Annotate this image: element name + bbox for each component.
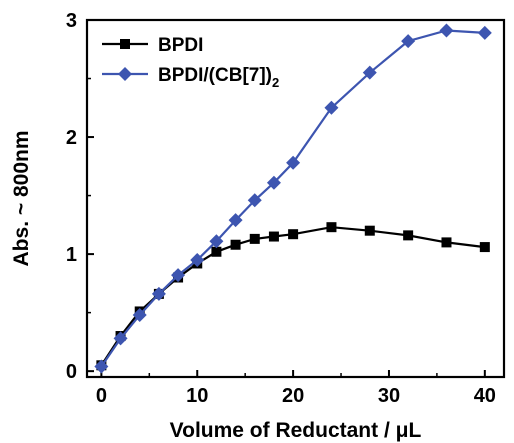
legend-label-bpdi: BPDI [158, 35, 203, 56]
legend-label-bpdi-cb7-subscript: 2 [272, 75, 279, 90]
data-point-series-0 [441, 237, 452, 248]
x-tick-label: 20 [282, 385, 304, 407]
data-point-series-0 [403, 230, 414, 241]
data-point-series-0 [249, 233, 260, 244]
series-line-0 [100, 226, 485, 366]
data-point-series-1 [171, 268, 186, 283]
data-point-series-1 [286, 155, 301, 170]
legend: BPDI BPDI/(CB[7])2 [102, 35, 279, 90]
data-point-series-1 [401, 34, 416, 49]
legend-label-bpdi-cb7-main: BPDI/(CB[7]) [158, 65, 272, 86]
y-tick-label: 1 [66, 244, 77, 266]
x-tick-label: 0 [96, 385, 107, 407]
y-axis-label: Abs. ~ 800nm [10, 131, 33, 267]
y-tick-label: 0 [66, 361, 77, 383]
series-line-1 [100, 29, 485, 368]
data-point-series-1 [228, 213, 243, 228]
legend-item-bpdi-cb7: BPDI/(CB[7])2 [102, 65, 279, 90]
plot-frame [85, 18, 506, 379]
data-point-series-1 [190, 252, 205, 267]
data-point-series-1 [247, 193, 262, 208]
legend-label-bpdi-cb7: BPDI/(CB[7])2 [158, 65, 279, 90]
x-tick-label: 10 [186, 385, 208, 407]
axis-ticks: 0 10 20 30 40 0 1 2 3 [66, 10, 496, 407]
y-tick-label: 3 [66, 10, 77, 32]
data-point-series-0 [211, 246, 222, 257]
x-axis-label: Volume of Reductant / μL [170, 419, 422, 442]
data-point-series-1 [132, 307, 147, 322]
data-point-series-0 [288, 229, 299, 240]
data-point-series-0 [326, 222, 337, 233]
data-point-series-0 [268, 231, 279, 242]
data-point-series-1 [113, 331, 128, 346]
x-tick-label: 30 [378, 385, 400, 407]
data-point-series-1 [94, 359, 109, 374]
legend-marker-1 [118, 67, 132, 81]
data-point-series-1 [324, 100, 339, 115]
data-point-series-1 [362, 65, 377, 80]
x-tick-label: 40 [474, 385, 496, 407]
legend-marker-0 [120, 39, 130, 49]
legend-item-bpdi: BPDI [102, 35, 203, 56]
data-point-series-1 [266, 175, 281, 190]
data-point-series-1 [439, 23, 454, 38]
y-tick-label: 2 [66, 127, 77, 149]
data-point-series-0 [230, 239, 241, 250]
plot-border [85, 18, 506, 379]
data-point-series-0 [479, 242, 490, 253]
data-point-series-1 [209, 234, 224, 249]
series-1 [94, 23, 492, 374]
data-point-series-0 [364, 225, 375, 236]
series-layer [94, 23, 492, 374]
data-point-series-1 [477, 25, 492, 40]
data-point-series-1 [151, 286, 166, 301]
